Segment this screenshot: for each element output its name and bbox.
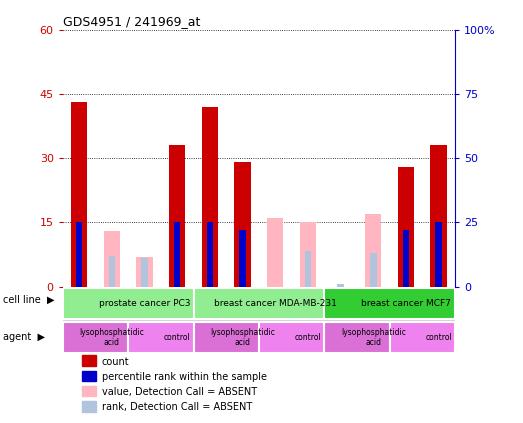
Bar [390, 322, 455, 353]
Bar [207, 222, 213, 287]
Bar [63, 288, 194, 319]
Text: percentile rank within the sample: percentile rank within the sample [102, 371, 267, 382]
Bar [194, 288, 324, 319]
Bar [370, 253, 377, 287]
Bar [83, 355, 96, 366]
Bar [267, 218, 283, 287]
Text: breast cancer MCF7: breast cancer MCF7 [361, 299, 451, 308]
Bar [324, 322, 390, 353]
Bar [63, 321, 455, 354]
Bar [83, 371, 96, 382]
Text: control: control [294, 333, 321, 342]
Bar [300, 222, 316, 287]
Bar [71, 102, 87, 287]
Bar [240, 230, 246, 287]
Text: cell line  ▶: cell line ▶ [3, 294, 54, 305]
Bar [63, 322, 128, 353]
Bar [83, 386, 96, 396]
Text: control: control [164, 333, 190, 342]
Text: breast cancer MDA-MB-231: breast cancer MDA-MB-231 [214, 299, 337, 308]
Bar [398, 167, 414, 287]
Bar [63, 287, 455, 321]
Text: agent  ▶: agent ▶ [3, 332, 44, 342]
Text: rank, Detection Call = ABSENT: rank, Detection Call = ABSENT [102, 402, 252, 412]
Text: lysophosphatidic
acid: lysophosphatidic acid [341, 328, 406, 347]
Bar [137, 257, 153, 287]
Bar [337, 284, 344, 287]
Text: value, Detection Call = ABSENT: value, Detection Call = ABSENT [102, 387, 257, 397]
Bar [202, 107, 218, 287]
Bar [141, 258, 147, 287]
Bar [169, 146, 185, 287]
Bar [435, 222, 442, 287]
Text: prostate cancer PC3: prostate cancer PC3 [99, 299, 190, 308]
Text: GDS4951 / 241969_at: GDS4951 / 241969_at [63, 16, 200, 28]
Text: lysophosphatidic
acid: lysophosphatidic acid [79, 328, 144, 347]
Bar [83, 401, 96, 412]
Bar [304, 251, 311, 287]
Text: count: count [102, 357, 130, 366]
Bar [194, 322, 259, 353]
Bar [259, 322, 324, 353]
Bar [128, 322, 194, 353]
Bar [109, 256, 115, 287]
Bar [403, 230, 409, 287]
Bar [104, 231, 120, 287]
Bar [76, 222, 82, 287]
Bar [324, 288, 455, 319]
Bar [365, 214, 381, 287]
Bar [174, 222, 180, 287]
Text: lysophosphatidic
acid: lysophosphatidic acid [210, 328, 275, 347]
Text: control: control [425, 333, 452, 342]
Bar [430, 146, 447, 287]
Bar [234, 162, 251, 287]
